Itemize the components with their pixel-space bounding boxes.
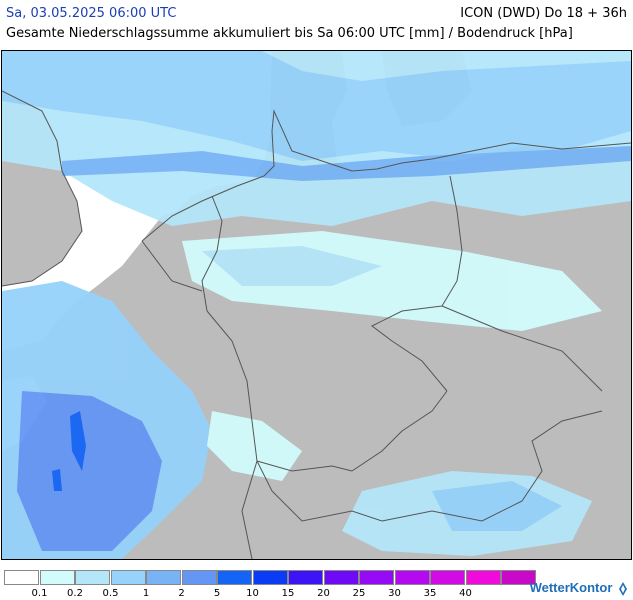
legend-tick-label: 0.2 [67, 588, 83, 599]
legend-swatch [146, 570, 181, 585]
map-subtitle: Gesamte Niederschlagssumme akkumuliert b… [6, 26, 573, 41]
model-run-label: ICON (DWD) Do 18 + 36h [460, 6, 627, 21]
legend-tick-label: 2 [178, 588, 185, 599]
legend-tick-label: 1 [142, 588, 150, 599]
legend-swatch [75, 570, 110, 585]
legend-tick-label: 30 [388, 588, 401, 599]
coast-gb [2, 90, 83, 287]
map-canvas [2, 51, 631, 559]
border-de-cz [371, 305, 448, 392]
legend-swatch [501, 570, 536, 585]
border-fr-it [241, 460, 258, 559]
country-borders [2, 90, 631, 559]
legend-tick-label: 40 [459, 588, 472, 599]
border-at-it [381, 500, 523, 522]
border-fr-be [141, 240, 203, 292]
precipitation-map [1, 50, 632, 560]
border-de-pl [441, 175, 463, 307]
legend-swatch [394, 570, 430, 585]
legend-tick-label: 25 [352, 588, 366, 599]
legend-swatch [359, 570, 394, 585]
border-de-nl [201, 195, 223, 312]
precip-west-core-2 [52, 469, 62, 491]
legend-tick-label: 0.5 [102, 588, 119, 599]
border-de-fr [206, 310, 258, 462]
precipitation-overlay [2, 51, 631, 559]
precip-southwest-light [207, 411, 302, 481]
legend-swatch [217, 570, 252, 585]
precip-streak [62, 146, 631, 181]
legend-swatch [430, 570, 465, 585]
legend-swatch [4, 570, 39, 585]
border-at-hu [521, 410, 603, 502]
precip-west-core [70, 411, 86, 471]
legend-tick-label: 20 [317, 588, 330, 599]
legend-swatch [323, 570, 359, 585]
legend-tick-label: 35 [423, 588, 437, 599]
wetterkontor-brand: WetterKontor [530, 580, 628, 596]
legend-tick-label: 10 [246, 588, 259, 599]
precip-alps-strong [432, 481, 562, 531]
legend-swatch [110, 570, 146, 585]
brand-name: WetterKontor [529, 580, 613, 595]
border-de-ch [256, 460, 353, 472]
legend-swatch [252, 570, 288, 585]
wetterkontor-logo-icon [619, 581, 627, 596]
legend-swatch [39, 570, 75, 585]
precip-west-strong [17, 391, 162, 551]
precip-band-north-strong [2, 51, 631, 161]
precip-central-light [202, 246, 382, 286]
legend-swatch [465, 570, 501, 585]
legend-tick-label: 0.1 [31, 588, 48, 599]
border-ch-it [256, 460, 383, 522]
coastline-north [141, 109, 631, 242]
border-cz-sk [441, 305, 603, 392]
legend-tick-label: 15 [281, 588, 295, 599]
legend-swatch [181, 570, 217, 585]
border-de-at [351, 390, 448, 472]
legend-tick-label: 5 [213, 588, 221, 599]
forecast-date: Sa, 03.05.2025 06:00 UTC [6, 6, 177, 21]
legend-swatch [288, 570, 323, 585]
